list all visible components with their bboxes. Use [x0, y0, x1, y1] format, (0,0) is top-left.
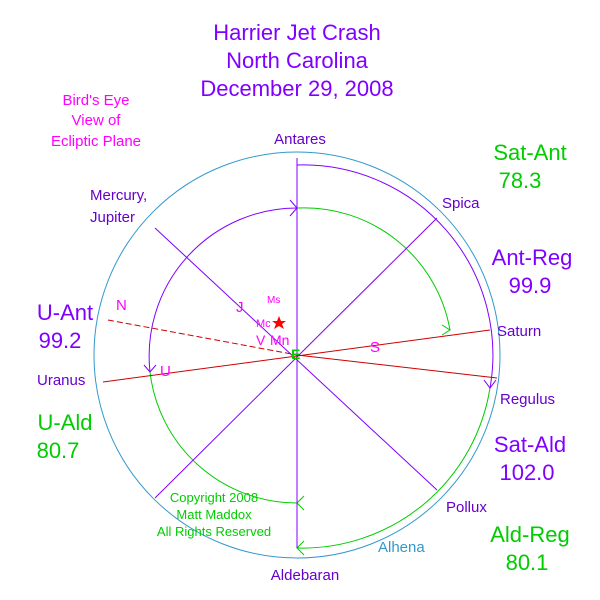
green-orbit-arc-right	[296, 207, 451, 331]
angle-u-ant-value: 99.2	[39, 328, 82, 353]
subtitle-line3: Ecliptic Plane	[51, 133, 141, 150]
uranus-saturn-line	[102, 329, 491, 383]
subtitle-line2: View of	[72, 112, 122, 129]
marker-earth: E	[291, 346, 300, 362]
marker-uranus: U	[160, 363, 171, 380]
label-saturn: Saturn	[497, 323, 541, 340]
angle-ald-reg-label: Ald-Reg	[490, 522, 569, 547]
copyright-line1: Copyright 2008	[170, 490, 258, 505]
label-mercury-line2: Jupiter	[90, 209, 135, 226]
outer-orbit-circle	[93, 151, 501, 559]
angle-u-ant-label: U-Ant	[37, 300, 93, 325]
title-line2: North Carolina	[226, 48, 369, 73]
label-aldebaran: Aldebaran	[271, 567, 339, 584]
marker-south: S	[370, 339, 380, 356]
title-line3: December 29, 2008	[200, 76, 393, 101]
subtitle-line1: Bird's Eye	[62, 92, 129, 109]
green-outer-arc	[296, 387, 491, 549]
angle-sat-ant-value: 78.3	[499, 168, 542, 193]
node-line-north	[107, 319, 298, 356]
marker-jupiter: J	[236, 299, 244, 316]
angle-u-ald-label: U-Ald	[37, 410, 92, 435]
marker-moon: Mn	[270, 332, 289, 348]
star-icon	[272, 316, 286, 329]
label-alhena: Alhena	[378, 539, 425, 556]
angle-sat-ant-label: Sat-Ant	[493, 140, 566, 165]
copyright-line3: All Rights Reserved	[157, 524, 271, 539]
marker-mercury: Mc	[256, 318, 271, 330]
label-regulus: Regulus	[500, 391, 555, 408]
angle-u-ald-value: 80.7	[37, 438, 80, 463]
regulus-line	[296, 354, 498, 379]
label-antares: Antares	[274, 131, 326, 148]
angle-ant-reg-label: Ant-Reg	[492, 245, 573, 270]
arrow-uranus	[143, 364, 157, 373]
label-mercury-line1: Mercury,	[90, 187, 147, 204]
label-spica: Spica	[442, 195, 480, 212]
arrow-aldebaran-inner	[296, 495, 305, 511]
marker-north: N	[116, 297, 127, 314]
spica-diagonal-line	[154, 217, 438, 499]
purple-orbit-arc	[296, 164, 494, 389]
title-line1: Harrier Jet Crash	[213, 20, 380, 45]
label-pollux: Pollux	[446, 499, 487, 516]
marker-mars: Ms	[267, 295, 280, 306]
mercury-pollux-line	[154, 227, 438, 491]
label-uranus: Uranus	[37, 372, 85, 389]
angle-sat-ald-value: 102.0	[499, 460, 554, 485]
green-orbit-arc-left	[149, 371, 298, 504]
arrow-regulus	[483, 379, 497, 389]
marker-venus: V	[256, 332, 266, 348]
copyright-line2: Matt Maddox	[176, 507, 252, 522]
angle-ald-reg-value: 80.1	[506, 550, 549, 575]
angle-sat-ald-label: Sat-Ald	[494, 432, 566, 457]
arrow-saturn	[441, 324, 451, 336]
angle-ant-reg-value: 99.9	[509, 273, 552, 298]
